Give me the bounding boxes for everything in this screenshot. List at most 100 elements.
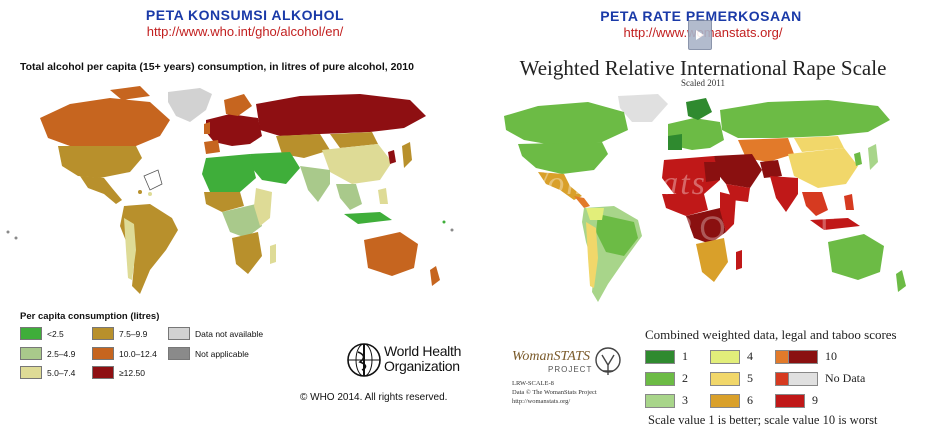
legend-swatch (92, 327, 114, 340)
russia (256, 94, 426, 136)
canada (504, 102, 628, 146)
mongolia (794, 136, 844, 152)
womanstats-logo-project: PROJECT (548, 365, 593, 374)
andes (124, 218, 136, 280)
east-africa (254, 188, 272, 226)
central-africa (686, 208, 726, 244)
right-legend-item: 1 (645, 349, 688, 364)
europe (206, 114, 262, 146)
legend-swatch (168, 347, 190, 360)
legend-label: 10 (825, 349, 837, 363)
legend-label: 6 (747, 393, 753, 407)
mexico (538, 172, 582, 200)
india (770, 176, 798, 212)
canada (40, 98, 170, 150)
legend-label: 7.5–9.9 (119, 328, 148, 339)
left-source-url[interactable]: http://www.who.int/gho/alcohol/en/ (146, 24, 344, 39)
alcohol-map-panel: PETA KONSUMSI ALKOHOL http://www.who.int… (6, 7, 461, 403)
legend-label: No Data (825, 371, 866, 385)
australia (828, 234, 884, 280)
greenland (618, 94, 668, 122)
greenland (168, 88, 212, 122)
right-legend-title: Combined weighted data, legal and taboo … (645, 327, 897, 342)
se-asia (336, 184, 362, 210)
womanstats-emblem-icon (595, 347, 621, 375)
womanstats-credit-lines: LRW-SCALE-8 Data © The WomanStats Projec… (512, 379, 597, 406)
japan (868, 144, 878, 170)
legend-swatch (775, 393, 805, 408)
legend-label: 2 (682, 371, 688, 385)
legend-swatch (20, 327, 42, 340)
legend-label: 2.5–4.9 (47, 348, 76, 359)
legend-swatch (20, 347, 42, 360)
philippines (844, 194, 854, 210)
right-legend-item: 9 (775, 393, 818, 408)
new-zealand (430, 266, 440, 286)
legend-label: 5.0–7.4 (47, 367, 76, 378)
uk (204, 122, 210, 134)
central-america (574, 196, 590, 208)
philippines (378, 188, 388, 204)
mongolia (330, 132, 378, 148)
korea (388, 150, 396, 164)
venezuela (586, 208, 604, 220)
brazil (136, 212, 176, 248)
legend-swatch (645, 393, 675, 408)
china (322, 144, 392, 184)
scandinavia (224, 94, 252, 116)
left-legend-item: 10.0–12.4 (92, 347, 157, 360)
west-africa (204, 192, 244, 212)
central-asia (276, 134, 330, 158)
right-map-title: Weighted Relative International Rape Sca… (519, 56, 887, 80)
andes (586, 222, 598, 288)
right-legend-item: No Data (788, 371, 865, 386)
usa (518, 142, 608, 174)
legend-swatch (645, 349, 675, 364)
play-overlay-icon[interactable] (688, 20, 712, 50)
legend-label: <2.5 (47, 328, 64, 339)
legend-swatch (710, 393, 740, 408)
legend-label: ≥12.50 (119, 367, 145, 378)
indonesia (810, 218, 860, 230)
right-map-subtitle: Scaled 2011 (681, 78, 725, 88)
who-name-line2: Organization (384, 358, 460, 374)
legend-swatch (168, 327, 190, 340)
copyright: © WHO 2014. All rights reserved. (300, 392, 448, 403)
right-legend-item: 4 (710, 349, 753, 364)
left-legend-item: 5.0–7.4 (20, 366, 75, 379)
indonesia (344, 212, 392, 224)
legend-swatch (710, 349, 740, 364)
who-emblem-icon (347, 343, 381, 377)
legend-label: Data not available (195, 328, 264, 339)
left-map-subtitle: Total alcohol per capita (15+ years) con… (20, 61, 414, 73)
left-legend-item: 7.5–9.9 (92, 327, 147, 340)
right-heading: PETA RATE PEMERKOSAAN (600, 8, 802, 24)
north-africa (202, 154, 256, 192)
legend-label: Not applicable (195, 348, 249, 359)
legend-swatch (788, 349, 818, 364)
arctic-islands (110, 86, 150, 100)
alcohol-world-map (6, 86, 454, 294)
womanstats-logo-text: WomanSTATS (512, 349, 591, 364)
middle-east (714, 154, 762, 188)
madagascar (736, 250, 742, 270)
right-legend-item: 3 (645, 393, 688, 408)
left-legend-item: Data not available (168, 327, 263, 340)
legend-label: 5 (747, 371, 753, 385)
right-legend-item: 2 (645, 371, 688, 386)
credit-line-1: LRW-SCALE-8 (512, 380, 554, 387)
legend-label: 4 (747, 349, 753, 363)
brazil (596, 214, 638, 256)
legend-label: 1 (682, 349, 688, 363)
egypt (704, 162, 720, 182)
mexico (80, 176, 122, 204)
legend-swatch (92, 366, 114, 379)
legend-swatch (20, 366, 42, 379)
right-scale-note: Scale value 1 is better; scale value 10 … (648, 413, 878, 427)
rape-scale-world-map (504, 94, 906, 302)
right-legend-item: 5 (710, 371, 753, 386)
southern-africa (232, 232, 262, 274)
se-asia (802, 192, 828, 216)
legend-swatch (788, 371, 818, 386)
scandinavia (686, 98, 712, 120)
